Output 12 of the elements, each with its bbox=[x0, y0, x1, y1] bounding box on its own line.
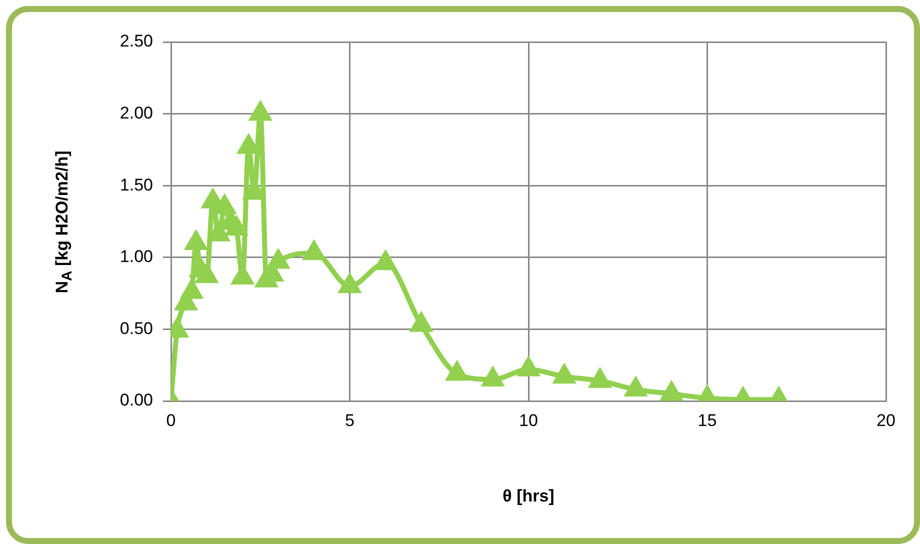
x-axis-title: θ [hrs] bbox=[502, 486, 554, 506]
x-tick-label: 15 bbox=[698, 410, 717, 430]
x-tick-label: 10 bbox=[519, 410, 538, 430]
x-tick-label: 0 bbox=[166, 410, 176, 430]
x-tick-label: 20 bbox=[876, 410, 896, 430]
y-tick-label: 0.50 bbox=[120, 318, 153, 338]
y-tick-label: 0.00 bbox=[120, 390, 153, 410]
y-tick-label: 2.00 bbox=[120, 103, 153, 122]
y-tick-label: 1.50 bbox=[120, 175, 153, 194]
y-tick-label: 1.00 bbox=[120, 247, 153, 266]
x-tick-label: 5 bbox=[345, 410, 354, 430]
y-tick-label: 2.50 bbox=[120, 32, 153, 51]
